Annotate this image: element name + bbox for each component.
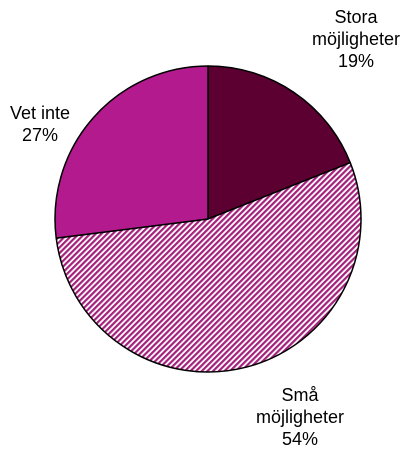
slice-value-sma: 54% <box>281 429 319 449</box>
slice-vet-inte <box>54 65 209 239</box>
slice-sma-mojligheter <box>55 161 362 373</box>
slice-label-stora-line2: möjligheter <box>311 29 401 49</box>
slice-label-sma-line2: möjligheter <box>255 407 345 427</box>
slice-value-vet-inte: 27% <box>21 125 59 145</box>
pie-slices <box>54 65 362 373</box>
slice-label-sma: Små möjligheter 54% <box>242 384 358 450</box>
slice-value-stora: 19% <box>337 51 375 71</box>
slice-label-vet-inte: Vet inte 27% <box>2 102 78 146</box>
slice-stora-mojligheter <box>207 65 352 220</box>
slice-label-sma-line1: Små <box>281 385 319 405</box>
slice-label-vet-inte-line1: Vet inte <box>9 103 71 123</box>
slice-label-stora: Stora möjligheter 19% <box>304 6 408 72</box>
slice-label-stora-line1: Stora <box>334 7 378 27</box>
